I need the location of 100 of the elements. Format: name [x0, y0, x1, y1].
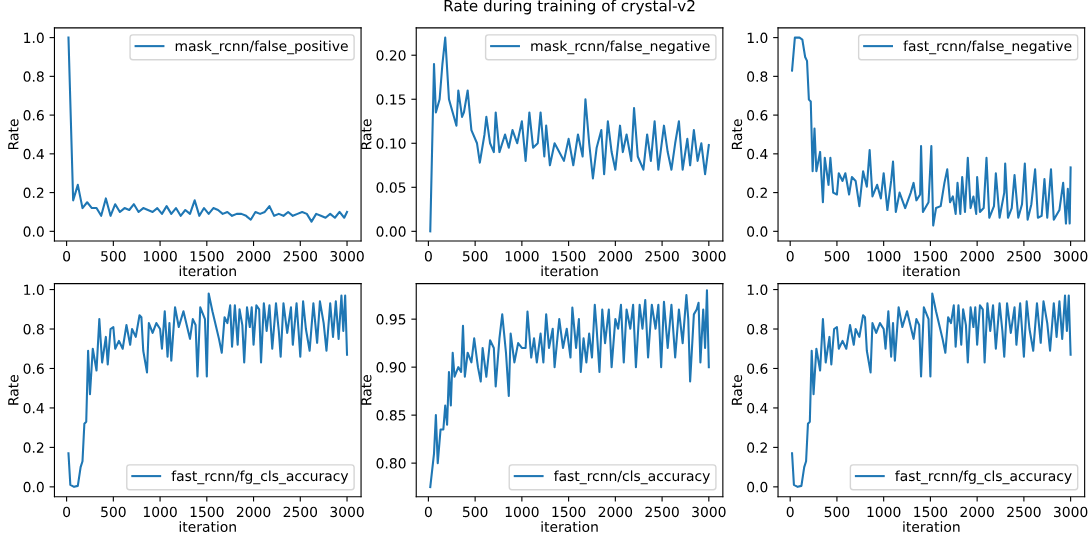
y-tick-label: 0.80: [376, 458, 406, 469]
y-tick-label: 0.8: [23, 71, 44, 82]
y-tick-label: 0.4: [747, 402, 768, 414]
x-tick-label: 3000: [692, 506, 726, 518]
y-tick-label: 0.15: [376, 94, 406, 105]
y-tick-label: 0.0: [747, 226, 768, 237]
line-series: [791, 36, 1072, 227]
y-tick-label: 0.8: [23, 323, 44, 335]
x-tick-label: 2000: [236, 250, 271, 262]
x-tick-label: 1000: [867, 506, 901, 518]
y-tick-label: 0.0: [747, 481, 768, 493]
y-tick-label: 0.4: [23, 148, 44, 160]
y-tick-label: 0.0: [23, 481, 44, 493]
chart-title: Rate during training of crystal-v2: [444, 0, 695, 15]
x-tick-label: 1000: [143, 250, 177, 262]
y-tick-label: 0.8: [747, 71, 768, 82]
x-tick-label: 1000: [867, 250, 901, 262]
x-axis-title: iteration: [179, 265, 236, 277]
y-tick-label: 1.0: [747, 32, 768, 44]
x-tick-label: 2500: [283, 250, 318, 262]
y-tick-label: 0.00: [376, 226, 406, 237]
x-tick-label: 1500: [190, 506, 224, 518]
y-tick-label: 1.0: [24, 284, 44, 296]
x-axis-title: iteration: [903, 265, 960, 277]
x-tick-label: 2500: [283, 506, 318, 518]
y-axis-title: Rate: [731, 375, 743, 405]
y-tick-label: 0.6: [23, 363, 44, 374]
x-tick-label: 0: [786, 506, 794, 518]
line-series: [429, 36, 710, 233]
y-tick-label: 0.20: [376, 50, 406, 61]
x-tick-label: 500: [824, 250, 850, 262]
x-tick-label: 3000: [692, 250, 726, 262]
x-tick-label: 500: [824, 506, 850, 518]
y-tick-label: 0.05: [376, 182, 406, 193]
x-axis-title: iteration: [541, 521, 598, 533]
y-tick-label: 0.6: [747, 363, 768, 374]
y-axis-title: Rate: [361, 119, 372, 150]
y-tick-label: 1.0: [747, 284, 768, 296]
x-tick-label: 500: [462, 250, 488, 262]
x-tick-label: 1000: [143, 506, 177, 518]
x-tick-label: 2500: [645, 250, 679, 262]
x-tick-label: 500: [101, 506, 126, 518]
line-series: [791, 292, 1072, 488]
y-tick-label: 0.2: [747, 442, 767, 453]
x-tick-label: 2500: [645, 506, 679, 518]
y-axis-title: Rate: [731, 119, 743, 150]
x-tick-label: 0: [786, 250, 794, 262]
y-tick-label: 0.4: [747, 148, 768, 160]
x-tick-label: 1000: [505, 250, 539, 262]
x-tick-label: 2000: [598, 250, 633, 262]
x-tick-label: 1500: [914, 250, 948, 262]
x-tick-label: 2500: [1007, 250, 1041, 262]
y-tick-label: 0.0: [23, 226, 44, 237]
x-tick-label: 3000: [330, 250, 364, 262]
line-series: [67, 292, 349, 488]
line-series: [429, 289, 710, 489]
y-tick-label: 0.6: [747, 110, 768, 121]
x-tick-label: 0: [424, 250, 432, 262]
y-tick-label: 0.10: [376, 138, 406, 149]
x-axis-title: iteration: [903, 521, 960, 533]
x-tick-label: 1500: [552, 506, 586, 518]
legend-label: fast_rcnn/fg_cls_accuracy: [171, 470, 349, 485]
x-tick-label: 1500: [914, 506, 948, 518]
x-tick-label: 1000: [505, 506, 539, 518]
y-axis-title: Rate: [361, 375, 372, 405]
x-tick-label: 0: [424, 506, 432, 518]
x-tick-label: 3000: [1054, 250, 1088, 262]
line-series: [67, 36, 349, 223]
legend-label: mask_rcnn/false_negative: [531, 40, 710, 55]
x-axis-title: iteration: [179, 521, 236, 533]
y-axis-title: Rate: [8, 375, 19, 405]
legend-label: fast_rcnn/cls_accuracy: [553, 470, 710, 485]
x-tick-label: 2500: [1007, 506, 1041, 518]
x-tick-label: 3000: [330, 506, 364, 518]
y-axis-title: Rate: [8, 119, 19, 150]
y-tick-label: 0.6: [23, 110, 44, 121]
x-tick-label: 0: [63, 506, 71, 518]
x-tick-label: 3000: [1054, 506, 1088, 518]
y-tick-label: 0.8: [747, 323, 768, 335]
x-tick-label: 2000: [236, 506, 271, 518]
y-tick-label: 1.0: [24, 32, 44, 44]
legend-label: fast_rcnn/fg_cls_accuracy: [895, 470, 1072, 485]
y-tick-label: 0.90: [376, 362, 406, 373]
y-tick-label: 0.2: [23, 442, 44, 453]
y-tick-label: 0.2: [747, 187, 767, 199]
y-tick-label: 0.85: [376, 410, 406, 421]
x-tick-label: 1500: [552, 250, 586, 262]
y-tick-label: 0.4: [23, 402, 44, 414]
x-tick-label: 2000: [960, 506, 994, 518]
x-tick-label: 1500: [190, 250, 224, 262]
y-tick-label: 0.2: [23, 187, 44, 199]
legend-label: fast_rcnn/false_negative: [903, 40, 1072, 55]
x-tick-label: 0: [63, 250, 71, 262]
x-tick-label: 500: [101, 250, 126, 262]
x-tick-label: 2000: [598, 506, 633, 518]
y-tick-label: 0.95: [376, 314, 406, 325]
x-axis-title: iteration: [541, 265, 598, 277]
x-tick-label: 500: [462, 506, 488, 518]
x-tick-label: 2000: [960, 250, 994, 262]
legend-label: mask_rcnn/false_positive: [175, 40, 348, 55]
